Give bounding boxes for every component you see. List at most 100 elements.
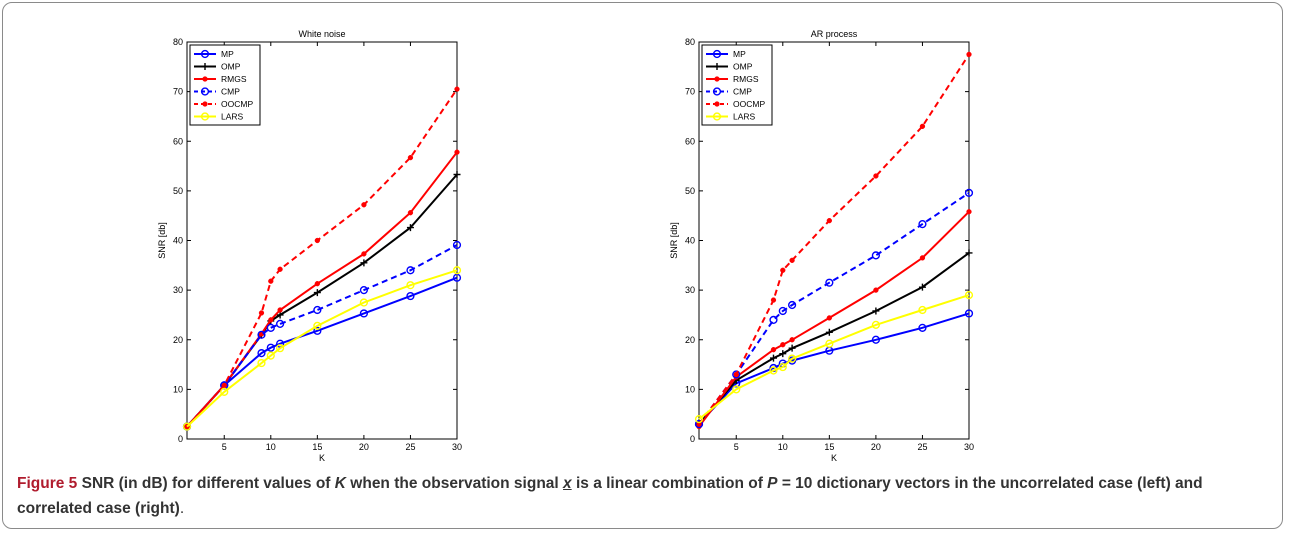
legend-box (701, 44, 773, 126)
legend: MP OMP RMGS CMP OOCMP LARS (189, 44, 261, 126)
legend-label: MP (733, 49, 746, 59)
data-point (919, 255, 926, 261)
data-point (964, 309, 974, 318)
data-point (778, 362, 787, 372)
legend-item: LARS (706, 112, 756, 122)
series-lars (182, 266, 462, 431)
x-tick-label: 15 (824, 442, 834, 452)
legend-marker (200, 112, 210, 121)
legend-marker (202, 76, 208, 82)
legend-item: CMP (194, 87, 240, 97)
legend-label: RMGS (733, 74, 759, 84)
data-point (268, 317, 274, 323)
series-line (186, 276, 458, 428)
data-point (733, 371, 739, 378)
caption-p-symbol: P (767, 475, 778, 492)
data-point (314, 237, 320, 244)
data-point (825, 339, 834, 348)
data-point (789, 257, 795, 264)
data-point (966, 51, 972, 58)
series-oocmp (184, 86, 460, 430)
x-tick-label: 25 (405, 442, 415, 452)
data-point (694, 415, 704, 424)
figure-caption: Figure 5 SNR (in dB) for different value… (17, 471, 1279, 521)
caption-label: Figure 5 (17, 475, 78, 492)
y-tick-label: 50 (685, 186, 695, 196)
legend-label: OMP (221, 62, 241, 72)
legend-label: CMP (221, 87, 240, 97)
data-point (313, 305, 322, 315)
data-point (452, 240, 462, 250)
x-tick-label: 5 (734, 442, 739, 452)
data-point (359, 309, 368, 318)
data-point (360, 259, 368, 267)
y-tick-label: 10 (685, 384, 695, 394)
y-tick-label: 0 (178, 434, 183, 444)
legend-marker (712, 87, 722, 96)
data-point (314, 281, 320, 287)
x-tick-label: 15 (312, 442, 322, 452)
x-tick-label: 10 (778, 442, 788, 452)
series-lars (694, 290, 974, 424)
legend-label: CMP (733, 87, 752, 97)
data-point (965, 249, 973, 257)
series-mp (694, 309, 974, 429)
data-point (872, 307, 880, 315)
caption-end: . (179, 500, 185, 517)
series-line (698, 192, 970, 425)
legend-box (189, 44, 261, 126)
data-point (826, 218, 832, 224)
data-point (257, 330, 266, 339)
legend-item: MP (194, 49, 234, 59)
data-point (407, 210, 414, 216)
x-axis-label: K (319, 453, 325, 463)
data-point (826, 315, 832, 321)
caption-text-4: = 10 dictionary vectors in the uncorrela… (17, 475, 1203, 517)
y-tick-label: 50 (173, 186, 183, 196)
data-point (788, 300, 797, 310)
data-point (277, 307, 283, 313)
legend-marker (712, 112, 722, 121)
y-tick-label: 70 (173, 87, 183, 97)
data-point (964, 188, 974, 197)
data-point (406, 281, 415, 290)
x-tick-label: 20 (359, 442, 369, 452)
data-point (964, 290, 974, 300)
data-point (770, 297, 777, 303)
x-axis-label: K (831, 453, 837, 463)
data-point (257, 358, 266, 368)
chart-title: AR process (811, 29, 858, 39)
legend-marker (200, 87, 210, 96)
caption-k-symbol: K (334, 475, 346, 492)
caption-x-symbol: x (563, 475, 572, 492)
caption-text-2: when the observation signal (345, 475, 564, 492)
y-tick-label: 60 (685, 136, 695, 146)
y-tick-label: 10 (173, 384, 183, 394)
data-point (873, 287, 879, 293)
data-point (361, 251, 367, 257)
data-point (361, 202, 367, 208)
data-point (277, 266, 283, 272)
series-line (698, 294, 970, 420)
legend-label: MP (221, 49, 234, 59)
data-point (221, 382, 227, 389)
legend-item: OOCMP (194, 99, 253, 109)
legend-label: LARS (221, 112, 244, 122)
data-point (918, 323, 927, 332)
legend-marker (712, 49, 722, 59)
data-point (313, 326, 322, 335)
data-point (276, 319, 285, 328)
legend-label: OOCMP (733, 99, 765, 109)
data-point (694, 420, 704, 429)
legend-label: LARS (733, 112, 756, 122)
data-point (406, 291, 415, 301)
chart-white-noise: White noise 0 10 20 30 40 50 60 70 80 5 10 15 20 25 30 K… (157, 29, 462, 463)
legend-item: CMP (706, 87, 752, 97)
y-tick-label: 60 (173, 136, 183, 146)
legend-item: RMGS (194, 74, 247, 84)
legend-item: RMGS (706, 74, 759, 84)
y-axis-label: SNR [db] (157, 222, 167, 259)
data-point (871, 251, 880, 260)
x-tick-label: 10 (266, 442, 276, 452)
data-point (276, 344, 285, 353)
